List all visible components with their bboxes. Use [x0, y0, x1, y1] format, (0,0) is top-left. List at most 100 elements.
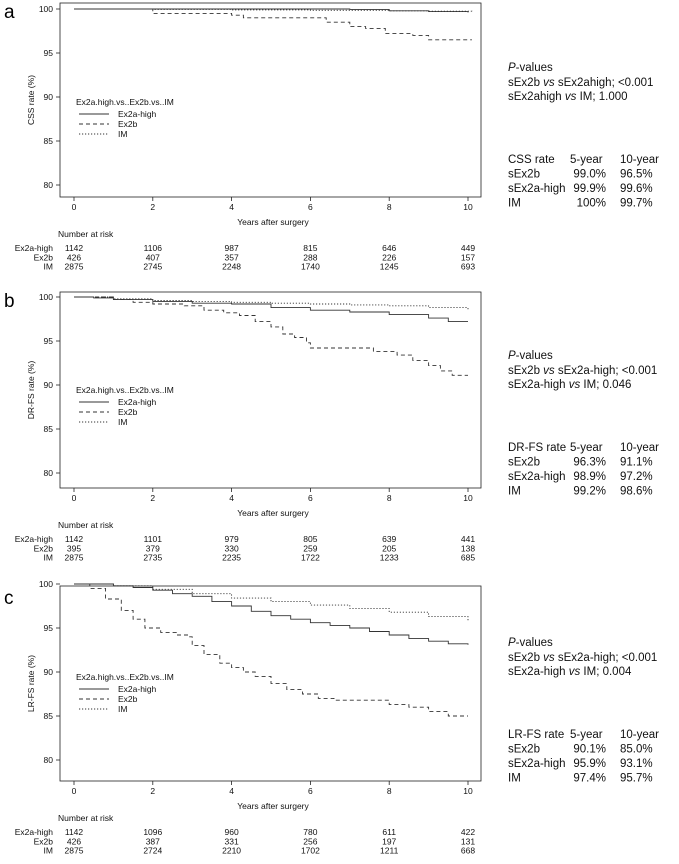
panel-a: a 80 85 90 95 100 0 2 4 6 8 10 CSS rate (%) Years aft…: [4, 2, 659, 272]
x-tick-label: 10: [463, 493, 473, 503]
rate-5y: 99.9%: [573, 183, 606, 195]
series-line-im: [74, 8, 473, 12]
risk-table-title: Number at risk: [58, 520, 114, 530]
rates-row-label: IM: [508, 486, 521, 498]
series-line-ex2b: [74, 8, 472, 41]
pvalue-line: sEx2a-high vs IM; 0.046: [508, 379, 631, 391]
risk-value: 205: [382, 543, 396, 553]
risk-value: 259: [303, 543, 317, 553]
risk-row-label: Ex2b: [34, 543, 54, 553]
risk-value: 2875: [65, 262, 84, 272]
rate-10y: 99.6%: [620, 183, 653, 195]
risk-value: 422: [461, 827, 475, 837]
x-tick-label: 4: [229, 202, 234, 212]
legend-entry: IM: [118, 129, 127, 139]
risk-value: 611: [382, 827, 396, 837]
risk-value: 960: [225, 827, 239, 837]
risk-value: 197: [382, 836, 396, 846]
rates-row-label: sEx2a-high: [508, 183, 566, 195]
series-line-im: [74, 296, 469, 310]
risk-value: 1142: [65, 243, 84, 253]
risk-value: 379: [146, 543, 160, 553]
risk-value: 1740: [301, 262, 320, 272]
risk-row-label: IM: [44, 846, 53, 856]
pvalue-line: sEx2a-high vs IM; 0.004: [508, 666, 632, 678]
risk-value: 256: [303, 836, 317, 846]
rates-header: CSS rate: [508, 154, 555, 166]
y-tick-label: 80: [44, 468, 54, 478]
plot-frame: [59, 585, 482, 782]
y-tick-label: 90: [44, 92, 54, 102]
y-tick-label: 100: [39, 579, 53, 589]
panel-letter: c: [4, 588, 14, 609]
risk-value: 979: [225, 534, 239, 544]
risk-value: 780: [303, 827, 317, 837]
x-tick-label: 8: [387, 493, 392, 503]
rate-10y: 96.5%: [620, 169, 653, 181]
risk-row-label: Ex2a-high: [15, 243, 54, 253]
x-tick-label: 4: [229, 493, 234, 503]
pvalue-line: sEx2ahigh vs IM; 1.000: [508, 91, 628, 103]
legend-entry: Ex2a-high: [118, 684, 157, 694]
y-axis-title: LR-FS rate (%): [26, 655, 36, 712]
rates-header: 10-year: [620, 154, 659, 166]
risk-value: 2745: [143, 262, 162, 272]
rates-header: 10-year: [620, 442, 659, 454]
risk-value: 639: [382, 534, 396, 544]
risk-row-label: Ex2a-high: [15, 534, 54, 544]
rate-5y: 99.0%: [573, 169, 606, 181]
rate-5y: 99.2%: [573, 486, 606, 498]
x-tick-label: 2: [150, 786, 155, 796]
risk-value: 426: [67, 836, 81, 846]
risk-row-label: Ex2b: [34, 836, 54, 846]
risk-value: 331: [225, 836, 239, 846]
x-tick-label: 10: [463, 202, 473, 212]
risk-row-label: Ex2b: [34, 252, 54, 262]
y-tick-label: 90: [44, 667, 54, 677]
rates-row-label: sEx2a-high: [508, 758, 566, 770]
rates-row-label: IM: [508, 773, 521, 785]
pvalues-heading: P-values: [508, 637, 553, 649]
y-tick-label: 80: [44, 180, 54, 190]
panel-letter: a: [4, 2, 15, 23]
risk-value: 693: [461, 262, 475, 272]
series-line-ex2b: [74, 296, 468, 376]
pvalues-heading: P-values: [508, 350, 553, 362]
legend-title: Ex2a.high.vs..Ex2b.vs..IM: [76, 385, 174, 395]
plot-frame: [59, 2, 482, 198]
risk-row-label: IM: [44, 262, 53, 272]
risk-value: 1245: [380, 262, 399, 272]
rates-header: 5-year: [570, 729, 603, 741]
series-line-ex2b: [74, 583, 468, 717]
risk-value: 2210: [222, 846, 241, 856]
risk-value: 685: [461, 553, 475, 563]
rates-header: 5-year: [570, 154, 603, 166]
x-tick-label: 10: [463, 786, 473, 796]
legend-entry: IM: [118, 704, 127, 714]
risk-value: 2248: [222, 262, 241, 272]
y-tick-label: 95: [44, 336, 54, 346]
risk-value: 1101: [144, 534, 163, 544]
legend-title: Ex2a.high.vs..Ex2b.vs..IM: [76, 97, 174, 107]
rate-10y: 97.2%: [620, 471, 653, 483]
risk-value: 131: [461, 836, 475, 846]
y-axis-title: DR-FS rate (%): [26, 361, 36, 420]
rate-10y: 93.1%: [620, 758, 653, 770]
rate-5y: 98.9%: [573, 471, 606, 483]
risk-value: 1106: [144, 243, 163, 253]
risk-value: 987: [225, 243, 239, 253]
legend-entry: Ex2a-high: [118, 109, 157, 119]
risk-value: 157: [461, 252, 475, 262]
rates-row-label: sEx2b: [508, 457, 540, 469]
x-tick-label: 0: [72, 202, 77, 212]
rates-row-label: IM: [508, 198, 521, 210]
panel-c: c 80 85 90 95 100 0 2 4 6 8 10 LR-FS rate (%) Years a…: [4, 579, 659, 856]
risk-value: 1142: [65, 534, 84, 544]
series-line-ex2a-high: [74, 583, 469, 645]
risk-value: 288: [303, 252, 317, 262]
x-tick-label: 0: [72, 786, 77, 796]
rates-header: LR-FS rate: [508, 729, 564, 741]
rate-10y: 99.7%: [620, 198, 653, 210]
y-tick-label: 95: [44, 48, 54, 58]
